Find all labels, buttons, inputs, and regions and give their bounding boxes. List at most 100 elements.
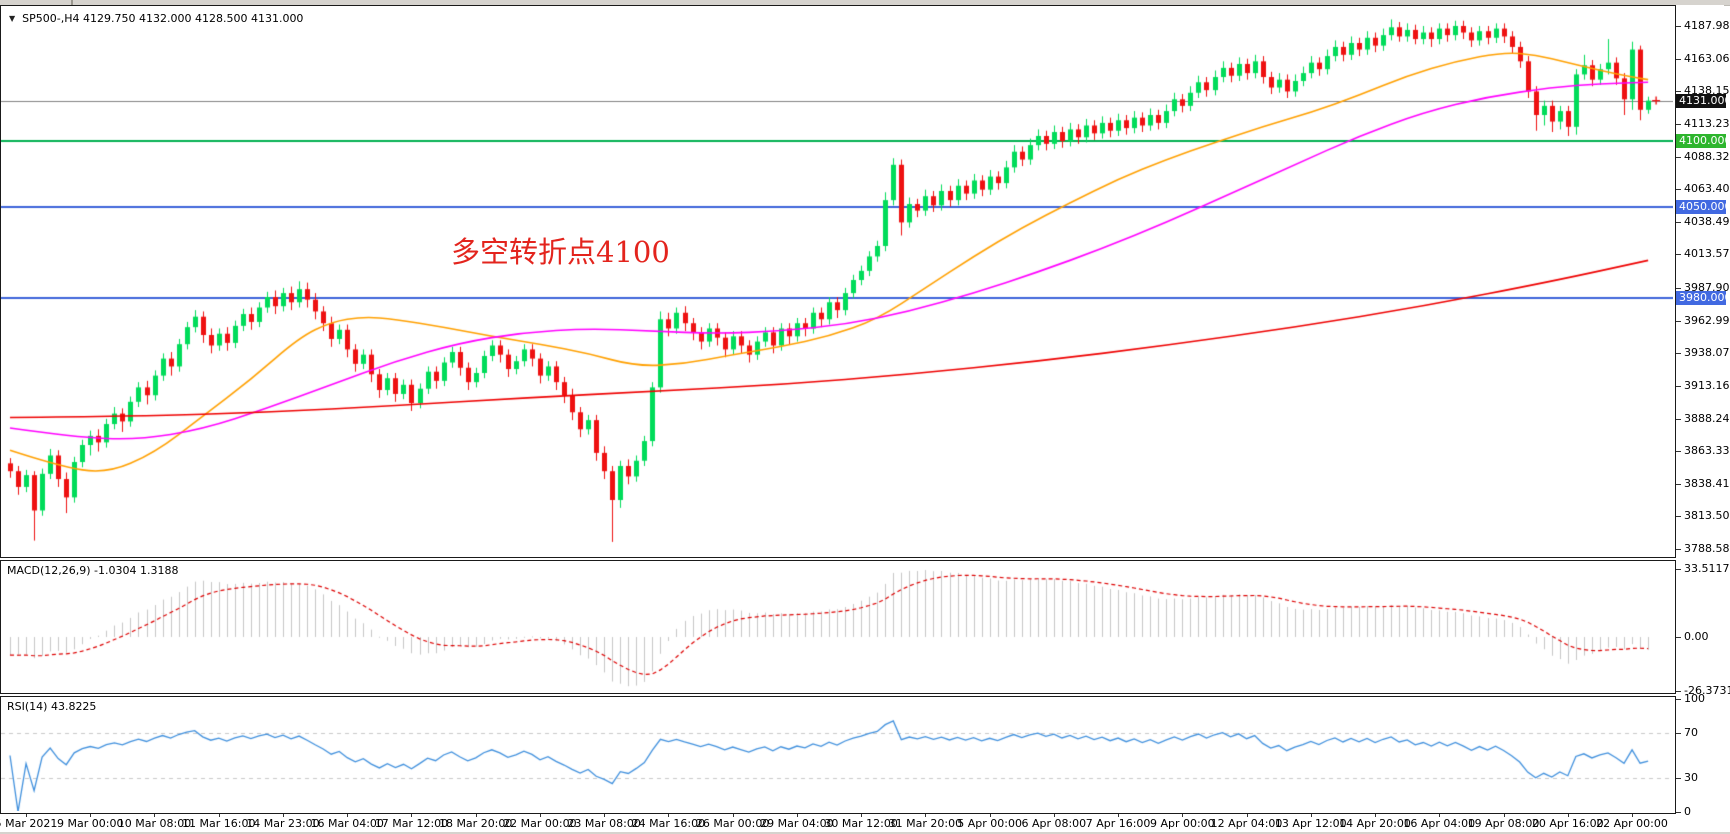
price-tick-label: 4113.235 (1684, 116, 1730, 130)
price-tick-label-tick (1676, 549, 1681, 550)
time-tick (732, 814, 734, 817)
price-tick-label-tick (1676, 353, 1681, 355)
time-label: 10 Mar 08:00 (117, 817, 192, 830)
symbol-ohlc-text: SP500-,H4 4129.750 4132.000 4128.500 413… (22, 12, 304, 25)
macd-tick-label: 33.5117 (1684, 561, 1730, 575)
time-tick (411, 814, 413, 817)
price-level-badge: 3980.000 (1676, 291, 1730, 306)
price-tick-label: 4187.980 (1684, 19, 1730, 32)
time-label: 23 Mar 08:00 (567, 817, 641, 830)
time-label: 31 Mar 20:00 (888, 817, 963, 830)
time-label: 19 Apr 08:00 (1467, 817, 1540, 830)
price-tick-label-tick (1676, 385, 1681, 387)
price-chart-canvas[interactable] (1, 6, 1673, 555)
time-label: 6 Apr 08:00 (1021, 817, 1087, 830)
price-tick-label-tick (1676, 91, 1681, 93)
price-tick-label-tick (1676, 58, 1681, 60)
time-tick (1567, 814, 1569, 817)
panel-splitter[interactable] (0, 694, 1676, 696)
rsi-tick-label: 30 (1684, 771, 1698, 784)
time-label: 30 Mar 12:00 (824, 817, 898, 830)
chart-annotation-text[interactable]: 多空转折点4100 (451, 235, 670, 269)
macd-canvas[interactable] (1, 561, 1673, 691)
time-tick (218, 814, 220, 817)
time-label: 17 Mar 12:00 (374, 817, 449, 830)
price-tick-label-tick (1676, 221, 1681, 223)
time-label: 22 Apr 00:00 (1596, 817, 1668, 830)
time-label: 20 Apr 16:00 (1531, 817, 1604, 830)
time-label: 9 Apr 00:00 (1149, 817, 1215, 830)
time-tick (1182, 814, 1184, 817)
time-tick (26, 814, 27, 817)
macd-tick-label-tick (1676, 637, 1681, 638)
symbol-info: ▼ SP500-,H4 4129.750 4132.000 4128.500 4… (9, 12, 303, 25)
time-tick (539, 814, 541, 817)
time-axis[interactable]: 5 Mar 2021 9 Mar 00:00 10 Mar 08:00 11 Mar … (0, 814, 1724, 832)
time-label: 12 Apr 04:00 (1210, 817, 1283, 830)
price-tick-label-tick (1676, 189, 1681, 191)
price-scale[interactable]: 4187.9804163.0654138.1504113.2354088.320… (1676, 5, 1730, 832)
time-label: 14 Mar 23:00 (246, 817, 320, 830)
time-tick (925, 814, 927, 817)
time-tick (347, 814, 349, 817)
price-tick-label-tick (1676, 418, 1681, 420)
price-tick-label-tick (1676, 123, 1681, 125)
rsi-indicator-label: RSI(14) 43.8225 (7, 700, 97, 713)
time-label: 13 Apr 12:00 (1274, 817, 1347, 830)
price-level-badge: 4050.000 (1676, 199, 1730, 214)
price-tick-label: 4038.490 (1684, 214, 1730, 228)
price-tick-label: 3788.585 (1684, 542, 1730, 555)
time-label: 14 Apr 20:00 (1339, 817, 1411, 830)
rsi-tick-label-tick (1676, 699, 1681, 701)
macd-panel: MACD(12,26,9) -1.0304 1.3188 (0, 560, 1676, 694)
price-level-badge: 4100.000 (1676, 134, 1730, 149)
price-tick-label-tick (1676, 320, 1681, 322)
time-label: 7 Apr 16:00 (1085, 817, 1151, 830)
price-tick-label: 3913.160 (1684, 378, 1730, 392)
time-tick (1118, 814, 1120, 817)
price-tick-label: 4088.320 (1684, 149, 1730, 163)
rsi-tick-label: 0 (1684, 804, 1691, 818)
price-tick-label: 3888.245 (1684, 411, 1730, 425)
time-label: 24 Mar 16:00 (631, 817, 706, 830)
time-tick (604, 814, 606, 817)
price-tick-label: 4163.065 (1684, 51, 1730, 65)
price-tick-label-tick (1676, 451, 1681, 453)
macd-tick-label-tick (1676, 690, 1681, 692)
time-label: 26 Mar 00:00 (695, 817, 770, 830)
price-tick-label-tick (1676, 26, 1681, 27)
time-label: 18 Mar 20:00 (438, 817, 513, 830)
panel-splitter[interactable] (0, 558, 1676, 560)
time-label: 5 Apr 00:00 (957, 817, 1022, 830)
price-tick-label-tick (1676, 287, 1681, 289)
rsi-tick-label: 70 (1684, 726, 1698, 739)
price-tick-label: 4013.575 (1684, 247, 1730, 261)
time-label: 16 Apr 04:00 (1403, 817, 1476, 830)
time-label: 11 Mar 16:00 (181, 817, 256, 830)
price-tick-label: 3938.075 (1684, 346, 1730, 360)
price-tick-label: 3813.500 (1684, 509, 1730, 523)
rsi-canvas[interactable] (1, 697, 1673, 811)
rsi-tick-label-tick (1676, 811, 1681, 813)
time-tick (90, 814, 92, 817)
rsi-tick-label: 100 (1684, 692, 1705, 706)
time-label: 16 Mar 04:00 (310, 817, 384, 830)
main-chart-panel: ▼ SP500-,H4 4129.750 4132.000 4128.500 4… (0, 5, 1676, 558)
price-tick-label-tick (1676, 156, 1681, 158)
time-tick (1053, 814, 1055, 817)
time-tick (1632, 814, 1633, 817)
time-label: 9 Mar 00:00 (57, 817, 124, 830)
price-tick-label-tick (1676, 516, 1681, 518)
price-tick-label: 3838.415 (1684, 476, 1730, 490)
time-tick (1375, 814, 1377, 817)
price-tick-label: 3863.330 (1684, 444, 1730, 458)
macd-tick-label: 0.00 (1684, 630, 1709, 643)
price-tick-label-tick (1676, 483, 1681, 485)
time-label: 22 Mar 00:00 (503, 817, 577, 830)
time-tick (989, 814, 991, 817)
time-tick (1439, 814, 1441, 817)
symbol-dropdown-icon[interactable]: ▼ (9, 14, 16, 23)
toolbar-separator (71, 0, 73, 5)
time-tick (475, 814, 477, 817)
